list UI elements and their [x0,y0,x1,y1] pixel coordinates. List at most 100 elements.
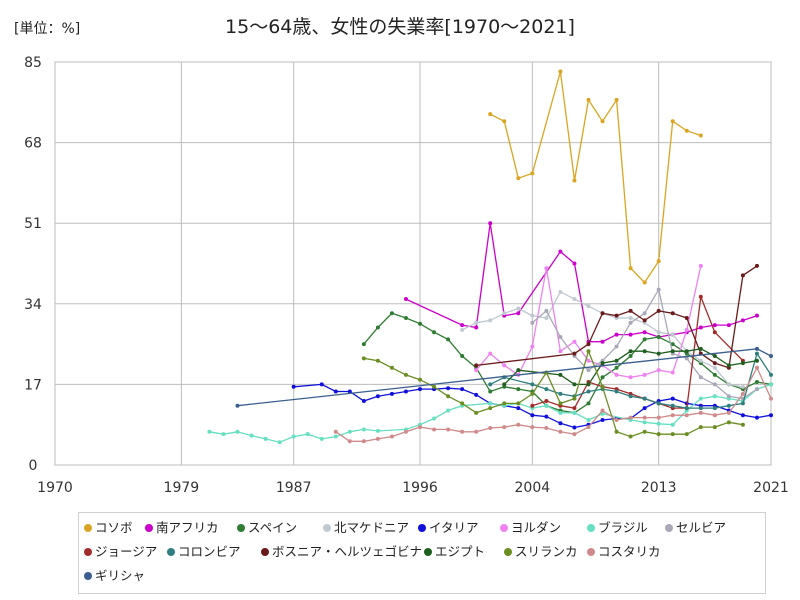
data-point [628,308,633,313]
data-point [488,426,493,431]
data-point [642,415,647,420]
data-point [319,436,324,441]
legend-item[interactable]: ヨルダン [500,519,561,537]
legend-marker [587,548,595,556]
data-point [628,349,633,354]
data-point [389,434,394,439]
data-point [712,361,717,366]
data-point [642,396,647,401]
legend-item[interactable]: スリランカ [504,543,578,561]
data-point [446,386,451,391]
data-point [712,394,717,399]
data-point [263,436,268,441]
y-tick-label: 68 [24,136,42,152]
legend-marker [84,572,92,580]
data-point [726,323,731,328]
series-line [363,312,772,414]
legend-item[interactable]: イタリア [418,519,479,537]
chart-title: 15～64歳、女性の失業率[1970～2021] [225,16,575,38]
legend-item[interactable]: エジプト [424,543,485,561]
data-point [628,266,633,271]
data-point [769,413,773,418]
data-point [600,384,605,389]
legend-item[interactable]: セルビア [665,519,726,537]
data-point [572,339,577,344]
data-point [642,372,647,377]
data-point [389,311,394,316]
data-point [712,353,717,358]
data-point [698,294,703,299]
data-point [642,318,647,323]
legend-item[interactable]: ギリシャ [84,567,145,585]
data-point [642,420,647,425]
legend-item[interactable]: コスタリカ [587,543,661,561]
data-point [628,415,633,420]
data-point [614,313,619,318]
legend-item[interactable]: コロンビア [167,543,241,561]
data-point [670,396,675,401]
data-point [698,375,703,380]
legend-label: スペイン [248,520,298,535]
data-point [684,413,689,418]
data-point [389,391,394,396]
data-point [235,429,240,434]
series-line [335,366,772,442]
unit-label: [単位：%] [14,21,81,37]
data-point [572,410,577,415]
data-point [754,380,759,385]
data-point [712,323,717,328]
data-point [754,365,759,370]
legend-item[interactable]: ブラジル [587,519,648,537]
data-point [670,403,675,408]
legend-item[interactable]: 南アフリカ [145,519,219,537]
data-point [656,421,661,426]
data-point [740,384,745,389]
data-point [502,425,507,430]
data-point [600,417,605,422]
data-point [684,327,689,332]
data-point [698,358,703,363]
data-point [712,425,717,430]
data-point [305,432,310,437]
data-point [502,401,507,406]
data-point [642,337,647,342]
data-point [558,334,563,339]
data-point [769,353,773,358]
data-point [656,415,661,420]
legend-label: 南アフリカ [156,520,219,535]
legend-item[interactable]: ボスニア・ヘルツェゴビナ [261,543,422,561]
data-point [656,351,661,356]
data-point [572,382,577,387]
data-point [403,316,408,321]
data-point [446,394,451,399]
data-point [291,384,296,389]
legend-label: ボスニア・ヘルツェゴビナ [272,544,423,559]
data-point [418,387,423,392]
plot-area [54,61,772,466]
legend-item[interactable]: コソボ [84,519,133,537]
legend-marker [84,524,92,532]
data-point [740,361,745,366]
data-point [446,408,451,413]
legend-item[interactable]: 北マケドニア [323,519,409,537]
data-point [642,330,647,335]
data-point [474,392,479,397]
legend-item[interactable]: スペイン [237,519,297,537]
legend-label: イタリア [429,520,479,535]
data-point [544,316,549,321]
data-point [277,440,282,445]
data-point [333,434,338,439]
data-point [544,387,549,392]
data-point [558,349,563,354]
data-point [712,365,717,370]
data-point [488,406,493,411]
data-point [586,358,591,363]
data-point [544,398,549,403]
data-point [642,311,647,316]
data-point [432,427,437,432]
data-point [403,372,408,377]
data-point [558,69,563,74]
data-point [586,349,591,354]
legend-item[interactable]: ジョージア [84,543,157,561]
data-point [249,433,254,438]
